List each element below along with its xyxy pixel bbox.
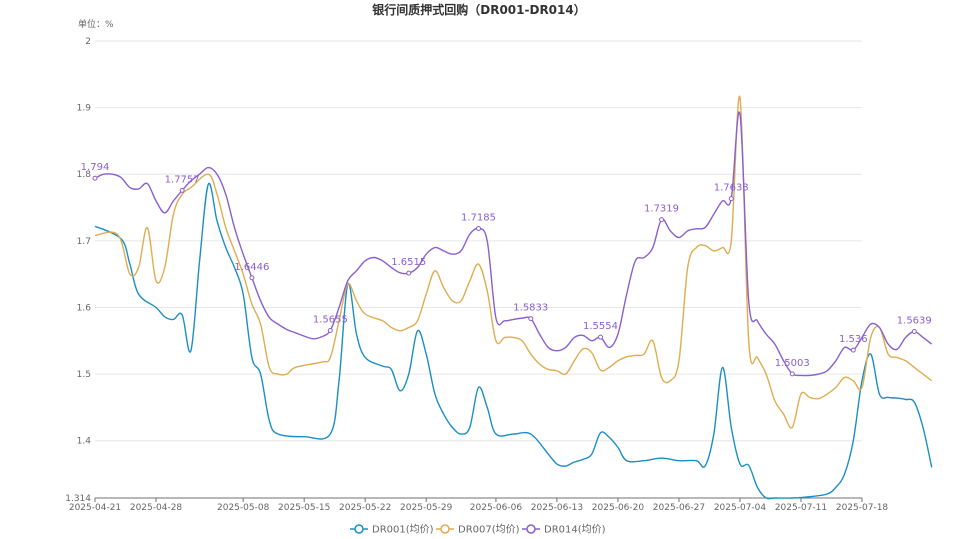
data-label: 1.536 — [839, 334, 868, 345]
data-point[interactable] — [728, 196, 734, 202]
series-line-3[interactable] — [94, 111, 933, 377]
data-label: 1.794 — [81, 162, 110, 173]
x-tick-label: 2025-05-29 — [400, 503, 453, 513]
x-tick-label: 2025-07-11 — [775, 503, 827, 513]
data-point[interactable] — [249, 275, 255, 281]
x-tick-label: 2025-06-20 — [592, 503, 645, 513]
legend-label: DR014(均价) — [544, 524, 606, 536]
data-label: 1.5554 — [583, 321, 618, 332]
y-tick-label: 1.8 — [77, 170, 92, 180]
y-tick-label: 1.7 — [77, 237, 91, 247]
data-label: 1.5639 — [897, 316, 932, 327]
data-point[interactable] — [179, 187, 185, 193]
data-point[interactable] — [528, 316, 534, 322]
y-tick-label: 1.4 — [77, 437, 92, 447]
data-point[interactable] — [476, 226, 481, 232]
y-tick-label: 1.5 — [77, 370, 91, 380]
legend-label: DR001(均价) — [372, 524, 434, 536]
data-labels: 1.794 1.7757 1.6446 1.5655 1.6515 1.7185 1.583… — [81, 162, 932, 377]
y-tick-label: 2 — [85, 37, 91, 47]
x-tick-label: 2025-05-15 — [278, 503, 330, 513]
data-label: 1.5833 — [513, 303, 548, 314]
x-tick-label: 2025-05-22 — [339, 503, 391, 513]
data-label: 1.5655 — [313, 314, 348, 325]
x-tick-label: 2025-07-04 — [714, 503, 767, 513]
data-point[interactable] — [406, 270, 412, 276]
data-point[interactable] — [598, 334, 604, 340]
data-label: 1.7633 — [714, 183, 749, 194]
legend-marker-icon — [526, 524, 536, 534]
x-tick-label: 2025-04-21 — [69, 503, 121, 513]
data-label: 1.6515 — [391, 257, 426, 268]
x-tick-label: 2025-04-28 — [130, 503, 183, 513]
data-label: 1.7319 — [644, 204, 679, 215]
y-tick-label: 1.314 — [65, 494, 91, 504]
data-point[interactable] — [659, 217, 665, 223]
series-line-1[interactable] — [94, 182, 933, 500]
legend[interactable]: DR001(均价) DR007(均价) DR014(均价) — [350, 524, 606, 536]
series-lines — [94, 95, 933, 500]
x-tick-label: 2025-07-18 — [836, 503, 889, 513]
legend-marker-icon — [440, 524, 450, 534]
data-point[interactable] — [789, 371, 795, 377]
x-tick-label: 2025-06-27 — [653, 503, 705, 513]
data-label: 1.5003 — [775, 358, 810, 369]
legend-label: DR007(均价) — [458, 524, 520, 536]
x-tick-label: 2025-06-13 — [531, 503, 583, 513]
y-tick-label: 1.9 — [77, 104, 92, 114]
data-point[interactable] — [92, 175, 98, 181]
data-label: 1.7757 — [165, 174, 200, 185]
x-tick-label: 2025-06-06 — [470, 503, 523, 513]
x-tick-label: 2025-05-08 — [217, 503, 270, 513]
data-point[interactable] — [911, 329, 917, 335]
data-label: 1.6446 — [234, 262, 269, 273]
data-point[interactable] — [850, 347, 856, 353]
data-label: 1.7185 — [461, 213, 496, 224]
y-tick-label: 1.6 — [77, 303, 92, 313]
legend-marker-icon — [354, 524, 364, 534]
y-axis-unit-label: 单位：% — [78, 18, 114, 30]
series-line-2[interactable] — [94, 95, 933, 429]
legend-item-3[interactable]: DR014(均价) — [522, 524, 606, 536]
data-point[interactable] — [327, 327, 333, 333]
legend-item-1[interactable]: DR001(均价) — [350, 524, 434, 536]
legend-item-2[interactable]: DR007(均价) — [436, 524, 520, 536]
chart-title: 银行间质押式回购（DR001-DR014） — [372, 3, 586, 17]
axes: 1.314 1.4 1.5 1.6 1.7 1.8 1.9 2 2025-04-21 2025-0… — [65, 37, 888, 513]
